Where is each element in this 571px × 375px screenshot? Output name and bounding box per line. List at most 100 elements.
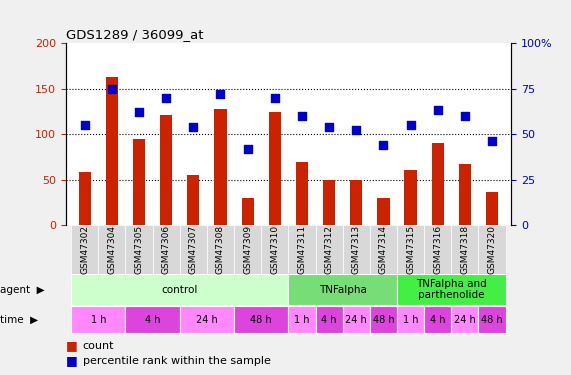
- Point: [216, 91, 225, 97]
- Point: [433, 107, 443, 113]
- Bar: [451, 225, 478, 274]
- Bar: [343, 225, 370, 274]
- Point: [379, 142, 388, 148]
- Text: ■: ■: [66, 339, 78, 352]
- Bar: [316, 225, 343, 274]
- Bar: [459, 164, 471, 225]
- Bar: [106, 77, 118, 225]
- Text: count: count: [83, 340, 114, 351]
- Text: 1 h: 1 h: [91, 315, 106, 325]
- Bar: [404, 170, 417, 225]
- Bar: [187, 175, 199, 225]
- Text: 48 h: 48 h: [373, 315, 394, 325]
- Point: [270, 95, 279, 101]
- Text: 48 h: 48 h: [481, 315, 503, 325]
- Text: agent  ▶: agent ▶: [0, 285, 45, 295]
- Text: GSM47302: GSM47302: [80, 225, 89, 274]
- Text: GSM47304: GSM47304: [107, 225, 116, 274]
- Text: 48 h: 48 h: [251, 315, 272, 325]
- Bar: [214, 109, 227, 225]
- Point: [107, 86, 116, 92]
- Text: time  ▶: time ▶: [0, 315, 38, 325]
- Bar: [126, 306, 180, 333]
- Bar: [288, 225, 316, 274]
- Bar: [424, 306, 451, 333]
- Text: GSM47311: GSM47311: [297, 225, 307, 274]
- Point: [243, 146, 252, 152]
- Bar: [180, 306, 234, 333]
- Bar: [180, 225, 207, 274]
- Point: [134, 109, 143, 115]
- Text: TNFalpha: TNFalpha: [319, 285, 367, 295]
- Text: percentile rank within the sample: percentile rank within the sample: [83, 356, 271, 366]
- Text: GSM47305: GSM47305: [135, 225, 143, 274]
- Point: [352, 128, 361, 134]
- Bar: [133, 139, 145, 225]
- Bar: [451, 306, 478, 333]
- Bar: [377, 198, 389, 225]
- Bar: [343, 306, 370, 333]
- Bar: [207, 225, 234, 274]
- Text: GSM47310: GSM47310: [270, 225, 279, 274]
- Text: 4 h: 4 h: [321, 315, 337, 325]
- Bar: [296, 162, 308, 225]
- Point: [189, 124, 198, 130]
- Text: GSM47320: GSM47320: [488, 225, 497, 274]
- Bar: [478, 306, 505, 333]
- Bar: [370, 225, 397, 274]
- Point: [324, 124, 333, 130]
- Bar: [397, 225, 424, 274]
- Point: [406, 122, 415, 128]
- Bar: [350, 180, 363, 225]
- Text: 1 h: 1 h: [403, 315, 419, 325]
- Bar: [126, 225, 152, 274]
- Bar: [261, 225, 288, 274]
- Text: TNFalpha and
parthenolide: TNFalpha and parthenolide: [416, 279, 486, 300]
- Text: 24 h: 24 h: [345, 315, 367, 325]
- Bar: [397, 306, 424, 333]
- Bar: [432, 143, 444, 225]
- Text: control: control: [162, 285, 198, 295]
- Text: ■: ■: [66, 354, 78, 367]
- Text: GSM47308: GSM47308: [216, 225, 225, 274]
- Bar: [397, 274, 505, 305]
- Bar: [269, 112, 281, 225]
- Text: GSM47318: GSM47318: [460, 225, 469, 274]
- Text: GSM47312: GSM47312: [324, 225, 333, 274]
- Bar: [478, 225, 505, 274]
- Bar: [71, 225, 98, 274]
- Bar: [152, 225, 180, 274]
- Text: GSM47315: GSM47315: [406, 225, 415, 274]
- Bar: [242, 198, 254, 225]
- Bar: [234, 306, 288, 333]
- Bar: [79, 172, 91, 225]
- Bar: [71, 274, 288, 305]
- Bar: [288, 306, 316, 333]
- Bar: [160, 115, 172, 225]
- Text: GDS1289 / 36099_at: GDS1289 / 36099_at: [66, 28, 203, 40]
- Point: [297, 113, 307, 119]
- Point: [488, 138, 497, 144]
- Bar: [370, 306, 397, 333]
- Bar: [486, 192, 498, 225]
- Bar: [316, 306, 343, 333]
- Bar: [323, 180, 335, 225]
- Text: GSM47316: GSM47316: [433, 225, 442, 274]
- Text: GSM47309: GSM47309: [243, 225, 252, 274]
- Text: 24 h: 24 h: [196, 315, 218, 325]
- Bar: [234, 225, 261, 274]
- Bar: [98, 225, 126, 274]
- Text: 1 h: 1 h: [294, 315, 309, 325]
- Text: GSM47307: GSM47307: [189, 225, 198, 274]
- Bar: [288, 274, 397, 305]
- Point: [80, 122, 89, 128]
- Bar: [71, 306, 126, 333]
- Text: GSM47306: GSM47306: [162, 225, 171, 274]
- Text: 4 h: 4 h: [145, 315, 160, 325]
- Text: 24 h: 24 h: [454, 315, 476, 325]
- Point: [162, 95, 171, 101]
- Point: [460, 113, 469, 119]
- Bar: [424, 225, 451, 274]
- Text: GSM47314: GSM47314: [379, 225, 388, 274]
- Text: GSM47313: GSM47313: [352, 225, 361, 274]
